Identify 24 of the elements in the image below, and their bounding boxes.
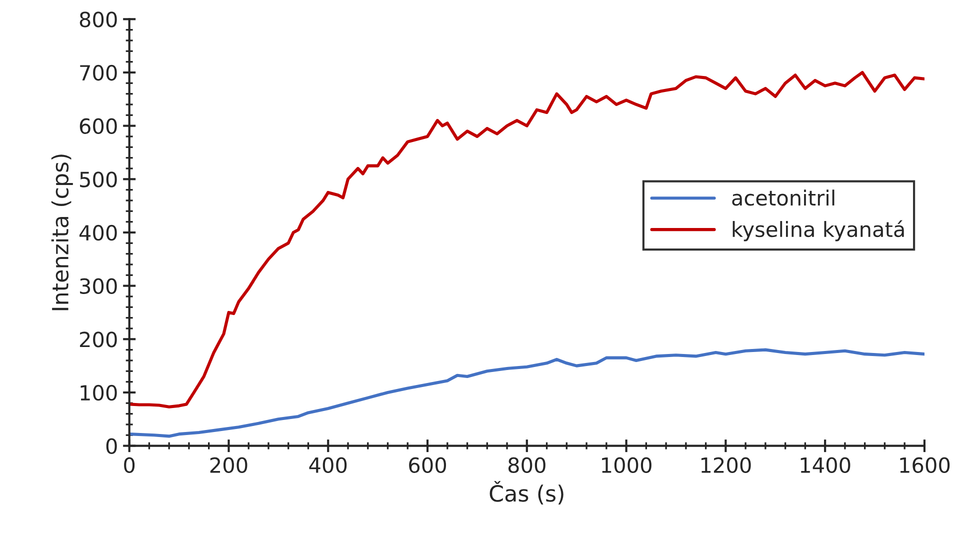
- y-tick-label: 100: [80, 384, 117, 401]
- x-tick-label: 200: [210, 457, 248, 474]
- x-tick-label: 1600: [900, 457, 950, 474]
- legend-label: acetonitril: [732, 190, 834, 206]
- x-tick-label: 1200: [701, 457, 751, 474]
- x-tick-label: 800: [508, 457, 546, 474]
- y-tick-label: 700: [80, 64, 117, 81]
- x-tick-label: 1400: [800, 457, 850, 474]
- y-tick-label: 600: [80, 118, 117, 134]
- y-tick-label: 0: [106, 438, 117, 454]
- x-tick-label: 1000: [602, 457, 652, 474]
- y-tick-label: 500: [80, 172, 117, 188]
- y-tick-label: 800: [80, 12, 117, 28]
- line-series: [129, 70, 924, 408]
- y-axis-title: Intenzita (cps): [51, 154, 73, 310]
- x-axis-title: Čas (s): [490, 480, 564, 504]
- y-tick-label: 300: [80, 278, 117, 294]
- y-tick-label: 400: [79, 224, 117, 241]
- x-tick-label: 400: [309, 457, 347, 474]
- x-tick-label: 600: [409, 457, 446, 474]
- y-tick-label: 200: [80, 332, 117, 348]
- x-tick-label: 0: [124, 457, 135, 474]
- line-series: [129, 348, 924, 438]
- legend-label: kyselina kyanatá: [732, 220, 904, 242]
